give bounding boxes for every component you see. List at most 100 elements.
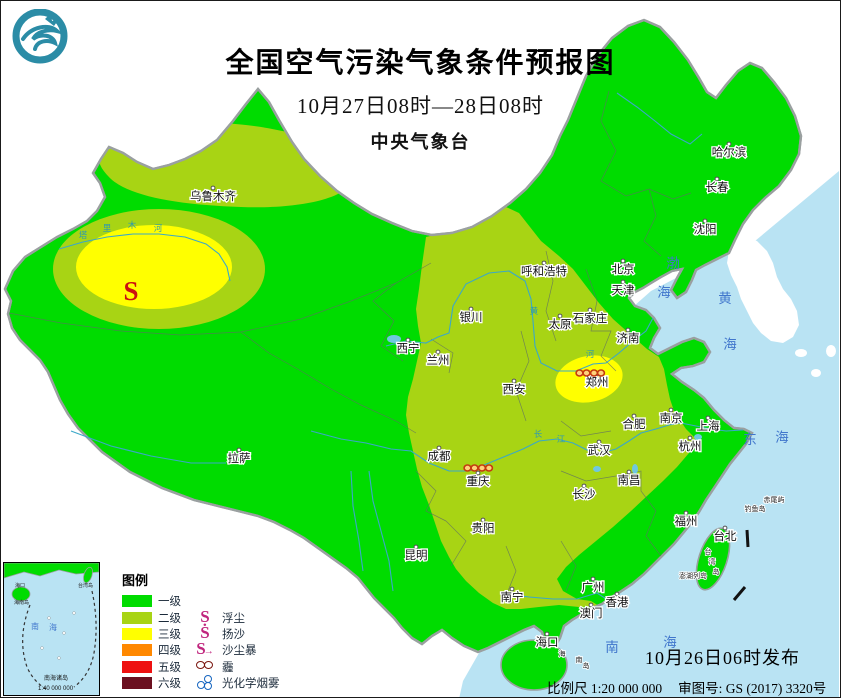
city-label: 南京	[660, 411, 683, 425]
city-marker-dot	[596, 439, 602, 445]
legend-level-label: 一级	[158, 596, 181, 609]
city-label: 太原	[549, 318, 572, 331]
city-label: 长春	[706, 181, 729, 194]
sea-label: 海	[775, 430, 789, 445]
city-marker-dot	[626, 469, 632, 475]
legend-color-swatch	[122, 611, 152, 624]
legend-symbol-label: 扬沙	[222, 628, 245, 641]
city-label: 兰州	[427, 354, 450, 367]
sea-label: 海	[657, 285, 671, 300]
city-marker-dot	[687, 435, 693, 441]
city-marker-dot	[236, 447, 242, 453]
approval-number: 审图号: GS (2017) 3320号	[678, 681, 827, 696]
sea-label: 南	[605, 640, 619, 655]
city-marker-dot	[668, 407, 674, 413]
city-label: 乌鲁木齐	[190, 189, 236, 203]
city-marker-dot	[631, 413, 637, 419]
city-label: 沈阳	[694, 222, 717, 236]
inset-taiwan	[83, 566, 93, 584]
city-label: 海口	[536, 635, 559, 649]
city-label: 济南	[617, 331, 640, 345]
rivers	[58, 92, 744, 603]
island-label: 岛	[583, 661, 590, 670]
city-marker-dot	[625, 327, 631, 333]
legend-color-swatch	[122, 660, 152, 673]
hainan-island	[500, 639, 568, 691]
haze-symbol	[575, 369, 606, 377]
city-label: 西安	[503, 382, 526, 396]
city-marker-dot	[405, 337, 411, 343]
city-label: 郑州	[586, 375, 609, 389]
inset-islands	[40, 611, 76, 660]
city-marker-dot	[475, 470, 481, 476]
island-label: 南	[576, 655, 583, 664]
province-borders	[8, 90, 692, 597]
city-label: 西宁	[397, 341, 420, 355]
city-marker-dot	[705, 415, 711, 421]
legend-symbol-label: 光化学烟雾	[222, 678, 280, 691]
city-marker-dot	[702, 218, 708, 224]
city-marker-dot	[590, 576, 596, 582]
city-label: 杭州	[679, 439, 702, 453]
city-label: 南宁	[501, 590, 524, 604]
city-label: 北京	[612, 262, 635, 276]
korea-landmass	[727, 237, 799, 343]
island-label: 台	[705, 547, 712, 556]
city-marker-dot	[210, 185, 216, 191]
legend-symbol-label: 沙尘暴	[222, 645, 257, 658]
city-label: 南昌	[618, 473, 641, 487]
sea-label: 黄	[718, 291, 732, 306]
city-marker-dot	[683, 510, 689, 516]
inset-map: 海口 海南岛 台湾岛 南 海 南海诸岛 1:40 000 000	[3, 562, 100, 695]
inset-island-label: 台湾岛	[78, 582, 93, 589]
city-label: 台北	[714, 529, 737, 543]
legend-symbol-label: 浮尘	[222, 612, 245, 625]
river-label: 河	[154, 223, 163, 233]
legend-level-label: 六级	[158, 678, 181, 691]
city-label: 银川	[460, 310, 483, 324]
sea-label: 海	[663, 635, 677, 650]
haze-symbol	[463, 464, 494, 472]
city-marker-dot	[480, 517, 486, 523]
island-label: 赤尾屿	[764, 495, 785, 504]
city-label: 呼和浩特	[521, 264, 567, 278]
city-marker-dot	[436, 445, 442, 451]
river-label: 塔	[79, 230, 88, 240]
city-marker-dot	[509, 586, 515, 592]
legend-level-label: 五级	[158, 661, 181, 674]
sea-label: 海	[723, 337, 737, 352]
river-label: 黄	[530, 306, 539, 316]
city-marker-dot	[614, 591, 620, 597]
city-marker-dot	[581, 483, 587, 489]
city-marker-dot	[620, 258, 626, 264]
river-label: 河	[586, 349, 595, 359]
legend-row: 四级 S→ 沙尘暴	[122, 640, 280, 658]
scale-label: 比例尺 1:20 000 000	[547, 681, 663, 696]
legend-row: 一级	[122, 593, 280, 609]
island-label: 海	[559, 649, 566, 658]
legend-rows: 一级 二级 S 浮尘 三级 Ṡ 扬沙 四级 S→ 沙尘暴 五级 霾六级 光化学烟雾	[122, 593, 280, 691]
city-marker-dot	[557, 313, 563, 319]
legend-color-swatch	[122, 644, 152, 657]
city-label: 昆明	[405, 549, 428, 562]
city-label: 上海	[697, 419, 720, 433]
city-label: 长沙	[573, 488, 596, 501]
level2-region-central-china	[406, 207, 695, 609]
inset-sea-label: 南	[31, 621, 39, 631]
map-credits: 比例尺 1:20 000 000 审图号: GS (2017) 3320号	[547, 677, 840, 697]
river-label: 里	[103, 223, 112, 233]
city-marker-dot	[726, 141, 732, 147]
publish-time: 10月26日06时发布	[645, 648, 800, 668]
legend-row: 五级 霾	[122, 659, 280, 675]
city-label: 成都	[428, 450, 451, 463]
city-label: 澳门	[580, 606, 603, 620]
island	[811, 369, 821, 377]
sea-label: 渤	[666, 256, 680, 271]
inset-sea-label: 海	[49, 622, 57, 632]
smog-symbol-icon	[188, 675, 222, 691]
city-label: 石家庄	[573, 311, 608, 325]
city-label: 福州	[675, 514, 698, 528]
